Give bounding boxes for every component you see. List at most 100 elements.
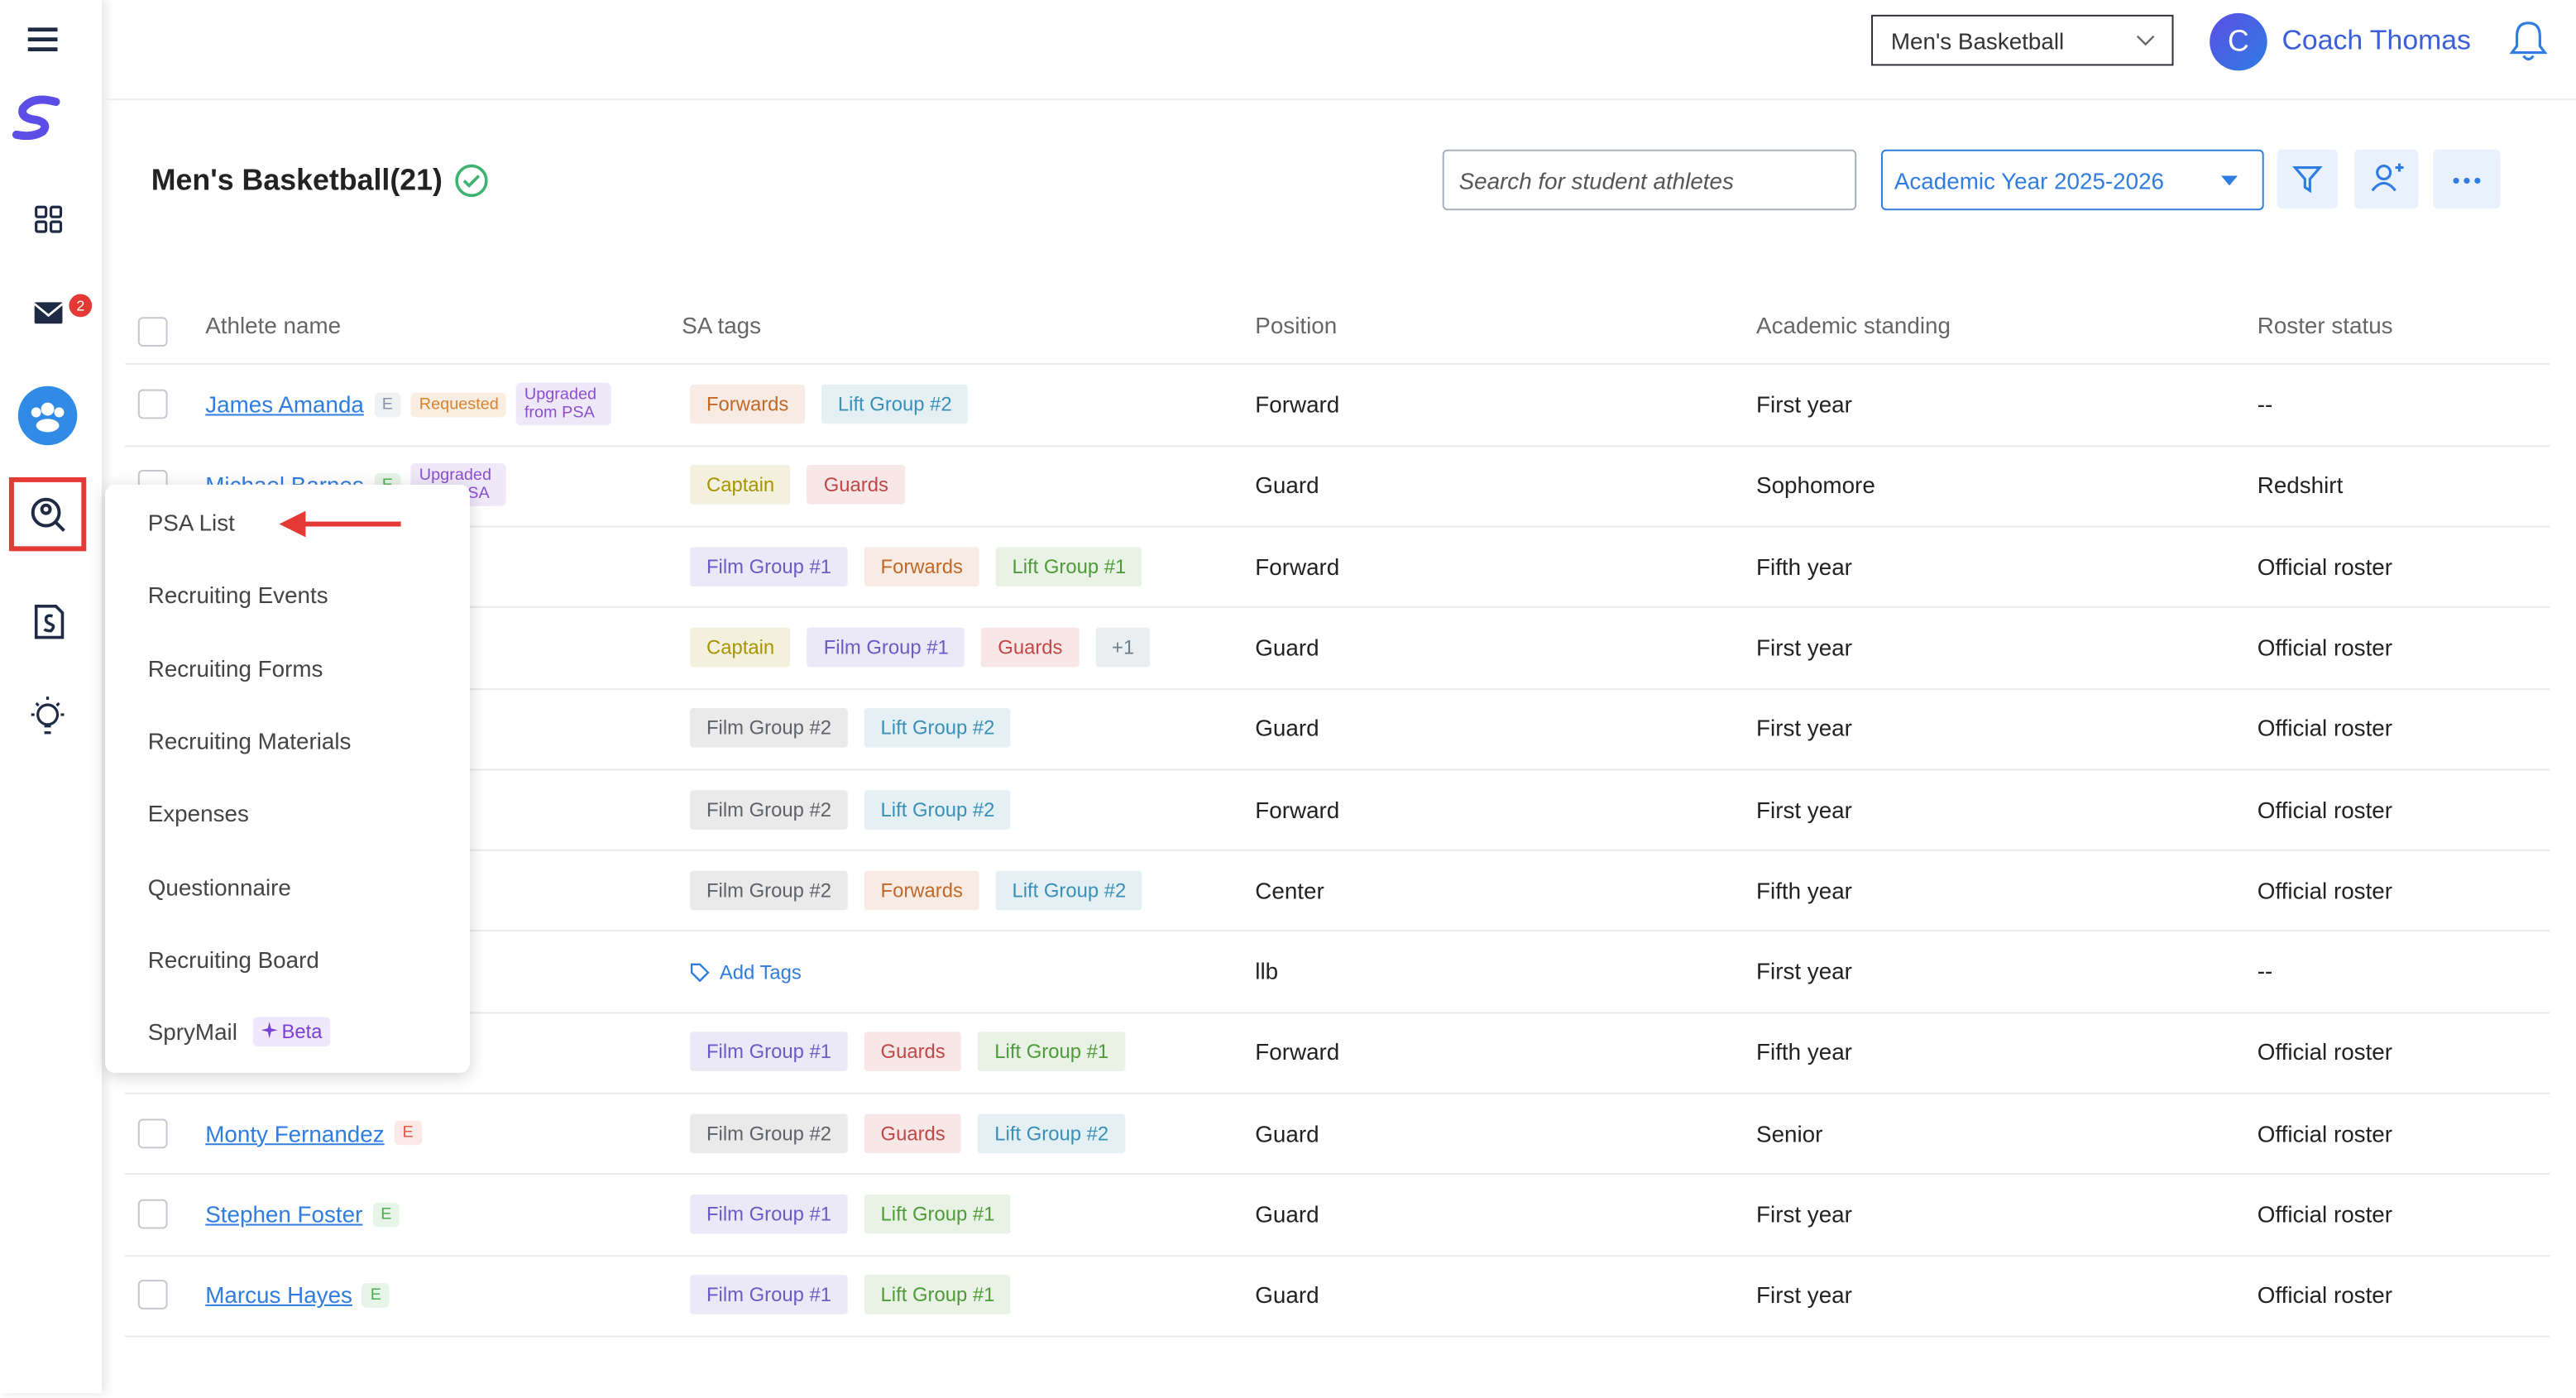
- menu-item[interactable]: SpryMail Beta: [148, 1017, 331, 1047]
- row-divider: [124, 768, 2550, 771]
- logo[interactable]: [12, 95, 60, 141]
- sa-tag: Guards: [807, 465, 905, 505]
- athlete-cell: Stephen Foster E: [205, 1201, 400, 1228]
- menu-item[interactable]: Questionnaire: [148, 874, 291, 900]
- menu-item-text: PSA List: [147, 509, 235, 536]
- standing-cell: First year: [1756, 715, 1852, 742]
- filter-button[interactable]: [2277, 149, 2339, 209]
- athlete-name[interactable]: James Amanda: [205, 390, 364, 418]
- sa-tag: Forwards: [690, 384, 806, 424]
- menu-item[interactable]: PSA List: [148, 510, 235, 536]
- standing-cell: Sophomore: [1756, 472, 1875, 499]
- menu-item[interactable]: Recruiting Board: [148, 946, 319, 973]
- status-cell: Official roster: [2257, 553, 2393, 580]
- highlight-box: [8, 476, 87, 552]
- standing-cell: First year: [1756, 390, 1852, 418]
- status-cell: Official roster: [2257, 877, 2393, 903]
- row-divider: [124, 606, 2550, 609]
- mail-badge: 2: [76, 297, 85, 314]
- menu-item-text: Recruiting Forms: [147, 654, 323, 682]
- year-select[interactable]: Academic Year 2025-2026: [1880, 149, 2264, 211]
- search-input[interactable]: Search for student athletes: [1442, 149, 1857, 211]
- sa-tag: Lift Group #2: [821, 384, 969, 424]
- position-cell: Guard: [1255, 1281, 1319, 1309]
- menu-item[interactable]: Recruiting Forms: [148, 655, 323, 682]
- column-header: Academic standing: [1756, 312, 1951, 339]
- position-cell: Center: [1255, 877, 1324, 903]
- avatar[interactable]: C: [2210, 12, 2267, 71]
- athlete-badge: E: [373, 391, 401, 417]
- menu-item[interactable]: Expenses: [148, 801, 249, 827]
- notification-bell[interactable]: [2506, 18, 2552, 65]
- tags-cell: Captain Film Group #1 Guards +1: [690, 627, 1167, 668]
- position-cell: llb: [1255, 958, 1279, 984]
- sa-tag: Captain: [690, 465, 792, 505]
- beta-badge: Beta: [253, 1017, 331, 1047]
- sa-tag: Lift Group #1: [995, 546, 1143, 586]
- menu-icon[interactable]: [27, 27, 58, 51]
- athlete-badge: E: [394, 1120, 422, 1146]
- menu-item[interactable]: Recruiting Events: [148, 582, 328, 609]
- menu-item[interactable]: Recruiting Materials: [148, 728, 352, 754]
- user-name[interactable]: Coach Thomas: [2282, 24, 2471, 56]
- tags-cell: Forwards Lift Group #2: [690, 384, 984, 424]
- athlete-badge: Upgraded from PSA: [515, 382, 612, 426]
- document-icon[interactable]: [34, 605, 65, 639]
- row-checkbox[interactable]: [137, 1118, 168, 1148]
- add-tags-text: Add Tags: [719, 960, 802, 984]
- tags-cell: Film Group #1 Guards Lift Group #1: [690, 1032, 1142, 1072]
- more-button[interactable]: [2433, 149, 2501, 209]
- header-divider: [102, 98, 2576, 101]
- ideas-icon[interactable]: [31, 697, 65, 735]
- add-tags-link[interactable]: Add Tags: [690, 961, 802, 984]
- add-athlete-button[interactable]: [2353, 149, 2419, 209]
- checkbox[interactable]: [137, 317, 168, 347]
- tags-cell: Film Group #2 Lift Group #2: [690, 708, 1027, 749]
- position-cell: Guard: [1255, 634, 1319, 661]
- column-header: Athlete name: [205, 312, 342, 339]
- team-select[interactable]: Men's Basketball: [1871, 14, 2174, 66]
- status-cell: --: [2257, 390, 2273, 418]
- position-cell: Forward: [1255, 390, 1340, 418]
- menu-item-text: Recruiting Events: [147, 582, 328, 609]
- row-checkbox[interactable]: [137, 1280, 168, 1310]
- sa-tag: Film Group #2: [690, 708, 848, 749]
- tags-cell: Captain Guards: [690, 465, 921, 505]
- chevron: [2136, 35, 2155, 46]
- sa-tag: Guards: [864, 1113, 962, 1153]
- menu-item-text: SpryMail: [147, 1018, 237, 1046]
- row-divider: [124, 1173, 2550, 1175]
- row-divider: [124, 687, 2550, 690]
- position-cell: Guard: [1255, 715, 1319, 742]
- sa-tag: Lift Group #2: [864, 708, 1012, 749]
- position-cell: Guard: [1255, 472, 1319, 499]
- sa-tag: Film Group #1: [690, 1275, 848, 1315]
- sa-tag: Film Group #1: [690, 1194, 848, 1234]
- beta-text: Beta: [281, 1020, 323, 1044]
- row-checkbox[interactable]: [137, 389, 168, 419]
- recruiting-icon[interactable]: [31, 497, 65, 532]
- tags-cell: Add Tags: [690, 958, 802, 984]
- sa-tag: Forwards: [864, 546, 979, 586]
- team-icon[interactable]: [17, 385, 78, 446]
- year-select-text: Academic Year 2025-2026: [1894, 167, 2165, 194]
- athlete-name[interactable]: Monty Fernandez: [205, 1119, 385, 1147]
- athlete-badge: Requested: [410, 391, 507, 417]
- mail-badge-bg: [69, 294, 93, 318]
- sa-tag: Lift Group #2: [995, 870, 1143, 910]
- sa-tag: Guards: [864, 1032, 962, 1072]
- row-divider: [124, 1092, 2550, 1094]
- sa-tag: Forwards: [864, 870, 979, 910]
- sa-tag: Guards: [981, 627, 1080, 668]
- tags-cell: Film Group #1 Lift Group #1: [690, 1275, 1027, 1315]
- dashboard-icon[interactable]: [35, 205, 63, 233]
- position-cell: Forward: [1255, 1038, 1340, 1065]
- sidebar: 2: [0, 0, 103, 1394]
- menu-item-text: Questionnaire: [147, 873, 291, 900]
- verified-icon: [455, 164, 488, 198]
- athlete-name[interactable]: Marcus Hayes: [205, 1281, 352, 1309]
- search-placeholder: Search for student athletes: [1458, 167, 1734, 194]
- row-checkbox[interactable]: [137, 1199, 168, 1229]
- mail-icon[interactable]: [33, 302, 64, 324]
- athlete-name[interactable]: Stephen Foster: [205, 1200, 363, 1228]
